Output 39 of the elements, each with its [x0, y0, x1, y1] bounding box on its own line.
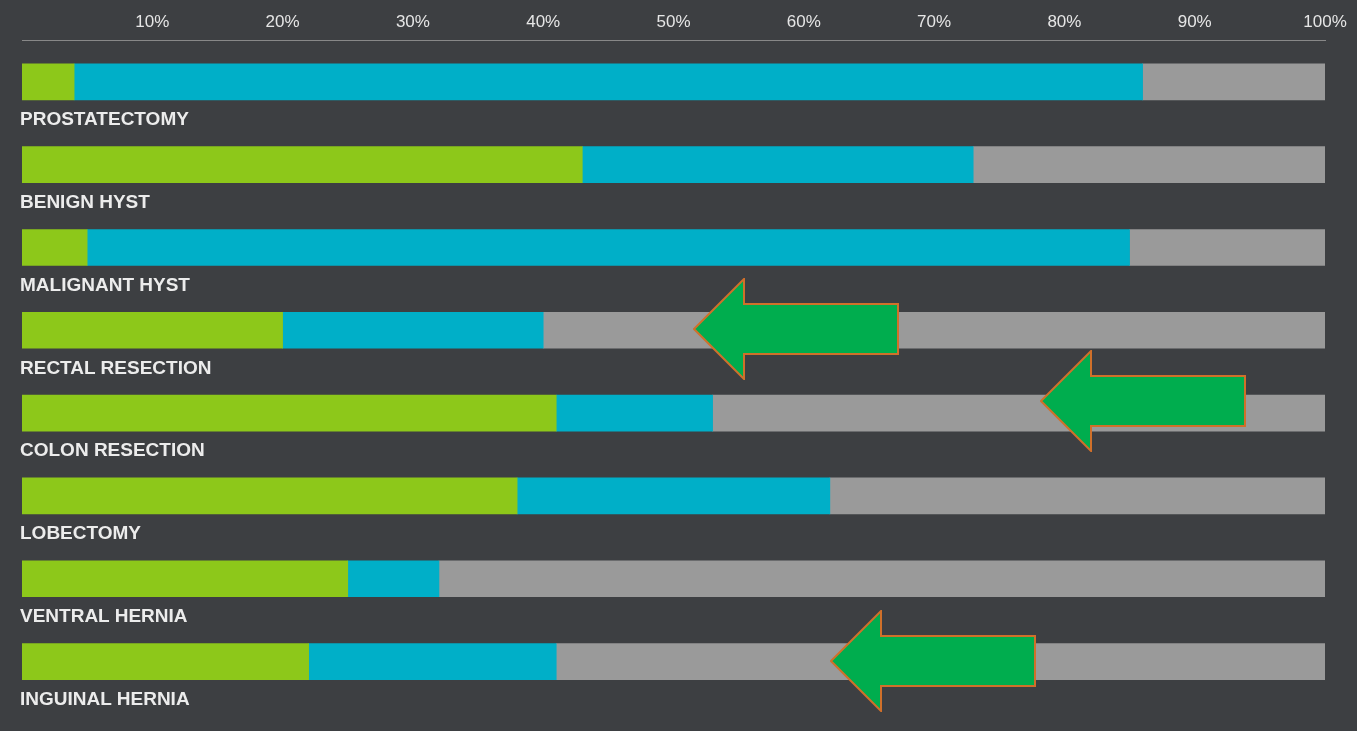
bar	[1129, 229, 1325, 266]
bar	[86, 229, 1130, 266]
bar	[308, 643, 557, 680]
bar	[516, 477, 831, 515]
x-tick-label: 40%	[526, 11, 561, 31]
bar	[347, 560, 440, 598]
bar	[22, 477, 518, 515]
bar	[438, 560, 1325, 598]
y-tick-label: LOBECTOMY	[20, 522, 142, 544]
y-tick-label: COLON RESECTION	[20, 439, 205, 461]
y-tick-label: VENTRAL HERNIA	[20, 605, 188, 626]
x-tick-label: 70%	[917, 11, 952, 31]
bar	[22, 560, 349, 598]
bar	[972, 146, 1325, 183]
bar	[22, 394, 557, 432]
bar	[829, 477, 1325, 515]
bar	[22, 146, 583, 183]
bar	[22, 643, 309, 680]
y-tick-label: BENIGN HYST	[20, 190, 151, 212]
x-tick-label: 30%	[395, 11, 430, 31]
bar	[73, 63, 1143, 101]
x-tick-label: 90%	[1177, 11, 1212, 31]
y-tick-label: MALIGNANT HYST	[20, 273, 191, 295]
x-tick-label: 10%	[135, 11, 170, 31]
bar	[555, 394, 713, 432]
x-tick-label: 60%	[786, 11, 821, 31]
y-tick-label: INGUINAL HERNIA	[20, 687, 190, 709]
x-tick-label: 50%	[656, 11, 691, 31]
x-tick-label: 20%	[265, 11, 300, 31]
bar	[22, 229, 88, 266]
y-tick-label: PROSTATECTOMY	[20, 108, 190, 130]
bar	[22, 311, 283, 349]
y-tick-label: RECTAL RESECTION	[20, 356, 212, 378]
bar	[581, 146, 974, 183]
x-tick-label: 80%	[1047, 11, 1082, 31]
bar	[22, 63, 75, 101]
bar	[1142, 63, 1325, 101]
bar	[282, 311, 544, 349]
x-tick-label: 100%	[1303, 11, 1347, 31]
